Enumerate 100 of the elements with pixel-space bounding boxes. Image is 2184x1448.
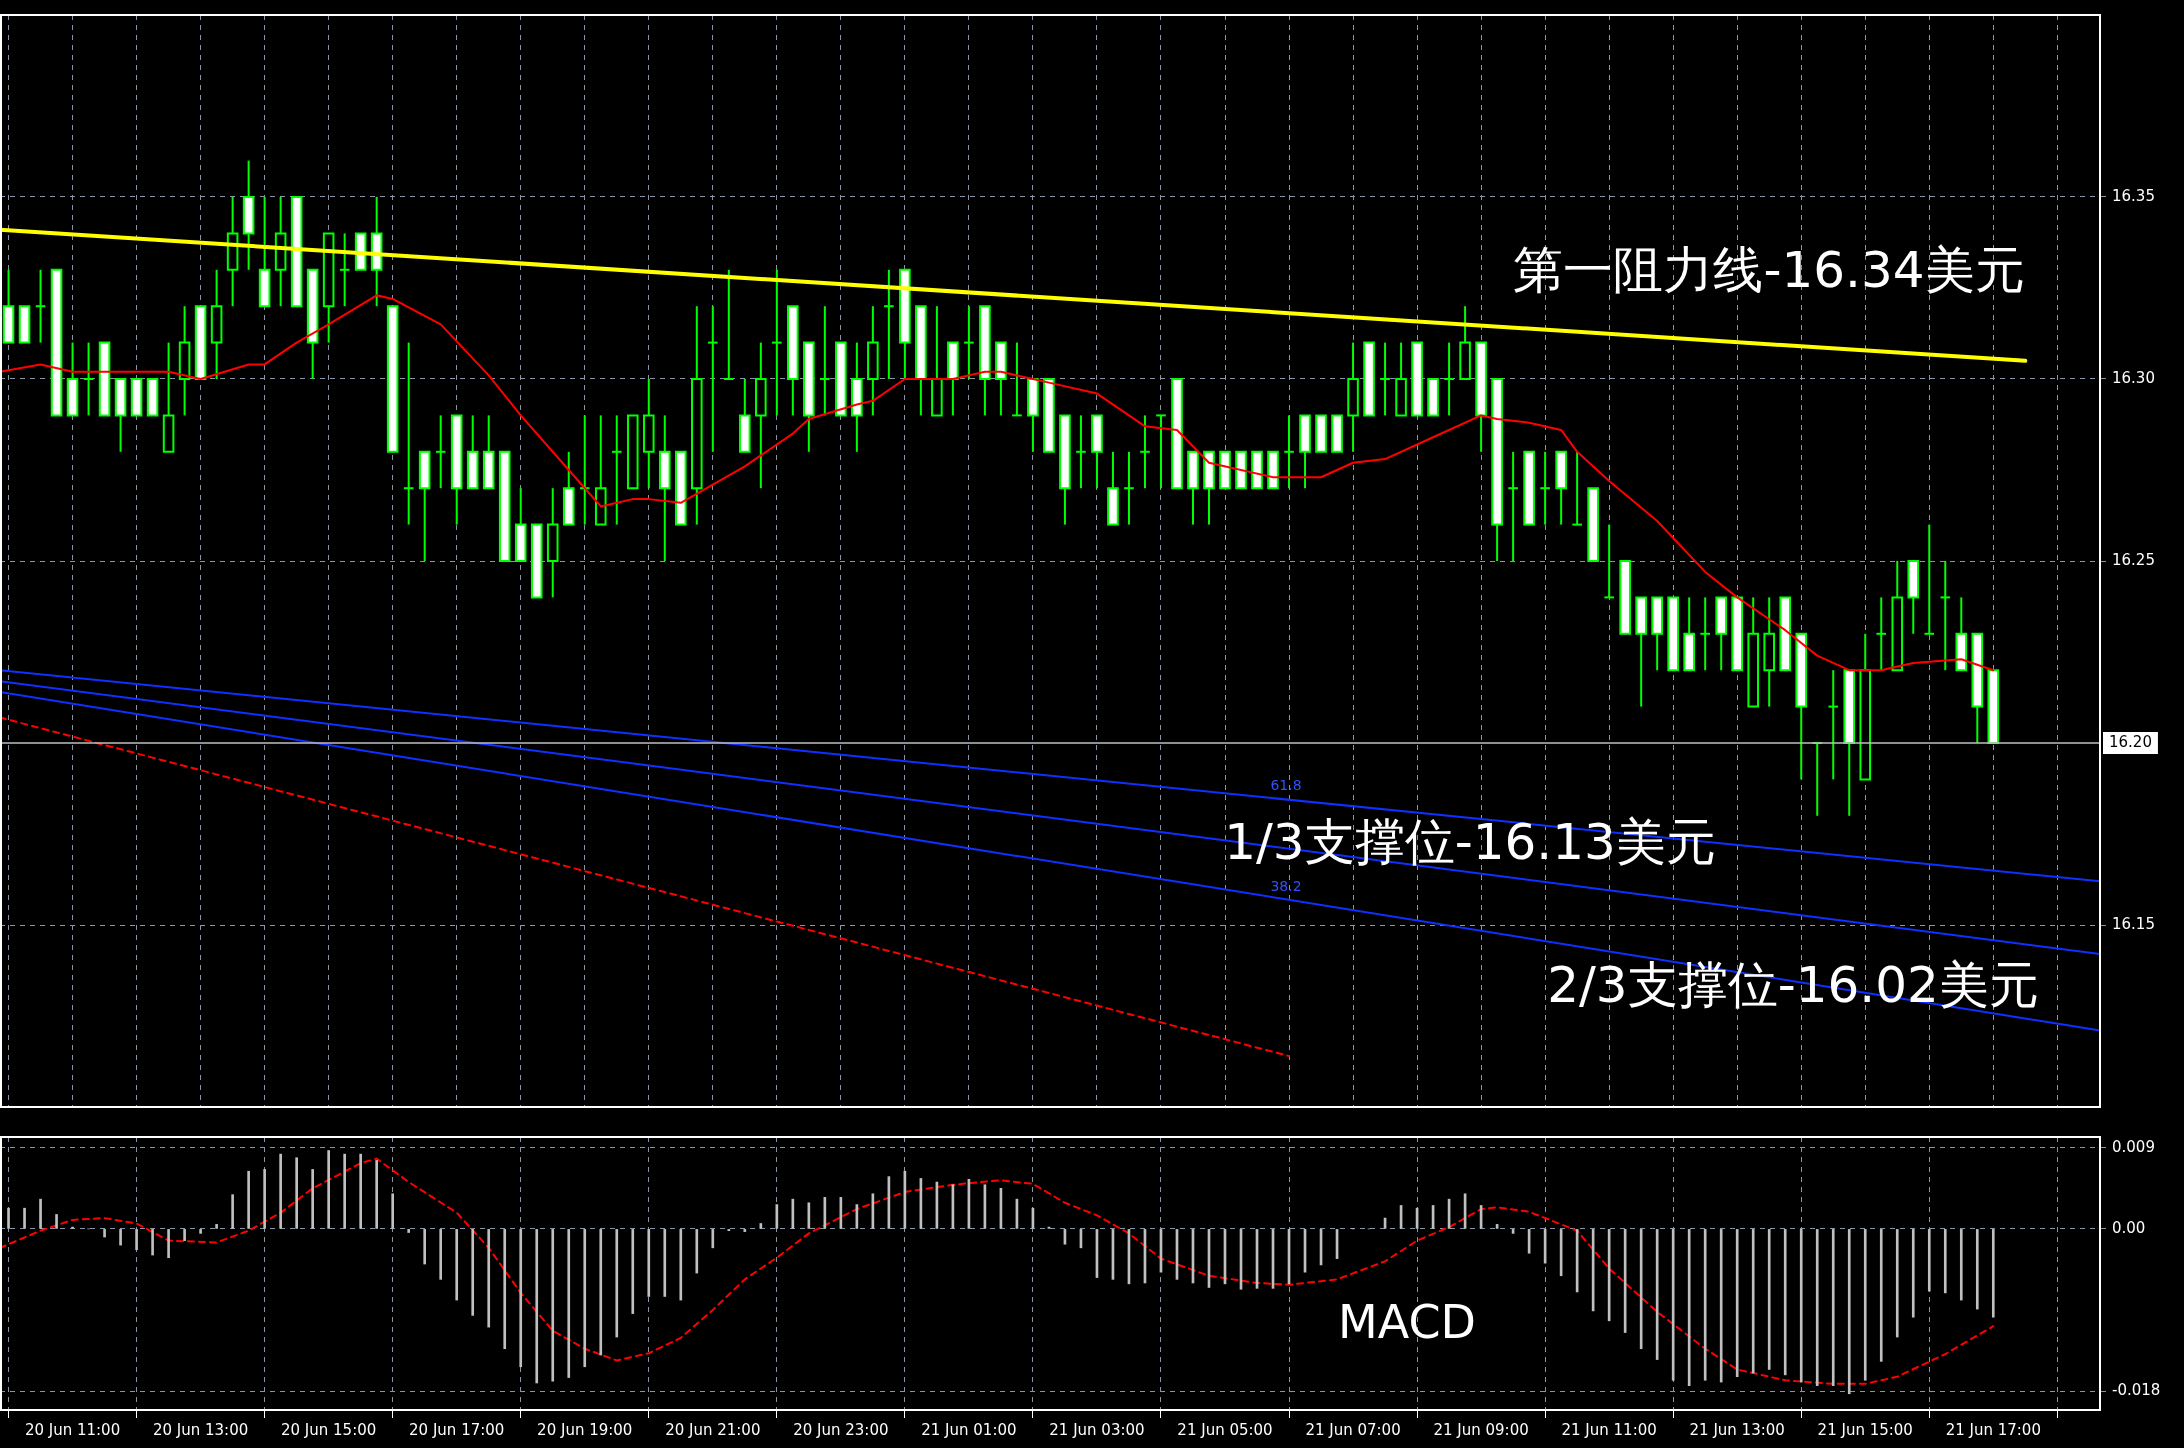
bar — [1671, 1229, 1675, 1381]
annotation: MACD — [1338, 1294, 1476, 1349]
bar — [567, 1229, 571, 1378]
candlestick — [1827, 669, 1840, 781]
candlestick — [338, 232, 351, 308]
x-tick-label: 20 Jun 19:00 — [537, 1420, 633, 1439]
x-tick-label: 21 Jun 11:00 — [1561, 1420, 1657, 1439]
bar — [39, 1198, 42, 1229]
x-tick-label: 21 Jun 05:00 — [1177, 1420, 1273, 1439]
x-tick-label: 21 Jun 07:00 — [1305, 1420, 1401, 1439]
bar — [423, 1229, 427, 1265]
candlestick — [1075, 414, 1087, 490]
y-tick-label: 0.009 — [2112, 1137, 2155, 1156]
x-tick-label: 21 Jun 15:00 — [1817, 1420, 1913, 1439]
bar — [631, 1229, 635, 1314]
bar — [599, 1229, 603, 1356]
x-tick-label: 21 Jun 01:00 — [921, 1420, 1017, 1439]
bar — [1911, 1229, 1915, 1318]
bar — [1847, 1229, 1851, 1395]
bar — [583, 1229, 587, 1368]
candlestick — [1123, 450, 1135, 526]
bar — [375, 1160, 379, 1229]
candlestick — [1923, 523, 1936, 635]
x-tick-label: 21 Jun 13:00 — [1689, 1420, 1785, 1439]
bar — [55, 1214, 58, 1229]
bar — [679, 1229, 683, 1301]
bar — [471, 1229, 475, 1316]
y-tick-label: 16.15 — [2112, 914, 2155, 933]
candlestick — [883, 268, 895, 380]
candlestick — [402, 341, 415, 526]
bar — [183, 1229, 186, 1241]
y-tick-label: 16.25 — [2112, 550, 2155, 569]
candlestick — [723, 268, 735, 380]
bar — [455, 1229, 459, 1301]
x-tick-label: 20 Jun 17:00 — [409, 1420, 505, 1439]
bar — [263, 1169, 266, 1229]
candlestick — [82, 341, 95, 417]
bar — [1943, 1229, 1947, 1294]
bar — [231, 1194, 234, 1229]
bar — [743, 1229, 747, 1232]
x-tick-label: 20 Jun 15:00 — [281, 1420, 377, 1439]
candlestick — [1379, 341, 1391, 417]
bar — [407, 1229, 411, 1233]
candlestick — [1507, 450, 1519, 562]
bar — [311, 1169, 314, 1229]
bar — [1751, 1229, 1755, 1374]
bar — [119, 1229, 122, 1246]
bar — [647, 1229, 651, 1297]
bar — [1735, 1229, 1739, 1377]
bar — [359, 1153, 362, 1229]
candlestick — [1875, 596, 1888, 672]
candlestick — [707, 305, 719, 453]
candlestick — [1571, 450, 1583, 526]
candlestick — [434, 414, 447, 490]
candlestick — [1539, 450, 1551, 526]
candlestick — [1011, 341, 1023, 417]
annotation: 38.2 — [1270, 877, 1302, 894]
bar — [215, 1224, 218, 1229]
bar — [343, 1153, 346, 1229]
y-tick-label: 0.00 — [2112, 1218, 2146, 1237]
ref-line-label: 16.20 — [2109, 732, 2152, 751]
bar — [1831, 1229, 1835, 1386]
bar — [775, 1204, 779, 1229]
bar — [1799, 1229, 1803, 1383]
candlestick — [1283, 414, 1295, 490]
bar — [695, 1229, 699, 1274]
bar — [1863, 1229, 1867, 1381]
candlestick — [1443, 341, 1455, 417]
bar — [519, 1229, 523, 1368]
bar — [1719, 1229, 1723, 1383]
bar — [439, 1229, 443, 1280]
candlestick — [1939, 560, 1952, 672]
bar — [663, 1229, 667, 1297]
candlestick — [771, 268, 783, 417]
bar — [711, 1229, 715, 1249]
bar — [1959, 1229, 1963, 1301]
annotation: 61.8 — [1270, 776, 1302, 793]
candlestick — [963, 305, 975, 380]
bar — [167, 1229, 170, 1259]
bar — [759, 1223, 763, 1229]
x-tick-label: 20 Jun 21:00 — [665, 1420, 761, 1439]
bar — [1895, 1229, 1899, 1338]
bar — [199, 1229, 202, 1234]
bar — [1815, 1229, 1819, 1386]
bar — [103, 1229, 106, 1238]
candlestick — [1139, 414, 1151, 490]
y-tick-label: -0.018 — [2112, 1380, 2161, 1399]
bar — [7, 1207, 10, 1229]
y-tick-label: 16.30 — [2112, 368, 2155, 387]
bar — [1975, 1229, 1979, 1310]
bar — [279, 1153, 282, 1229]
bar — [535, 1229, 539, 1384]
bar — [1783, 1229, 1787, 1376]
x-tick-label: 20 Jun 23:00 — [793, 1420, 889, 1439]
bar — [551, 1229, 555, 1382]
bar — [23, 1207, 26, 1229]
candlestick — [1155, 414, 1167, 490]
bar — [1703, 1229, 1707, 1381]
bar — [503, 1229, 507, 1350]
x-tick-label: 20 Jun 13:00 — [152, 1420, 249, 1439]
